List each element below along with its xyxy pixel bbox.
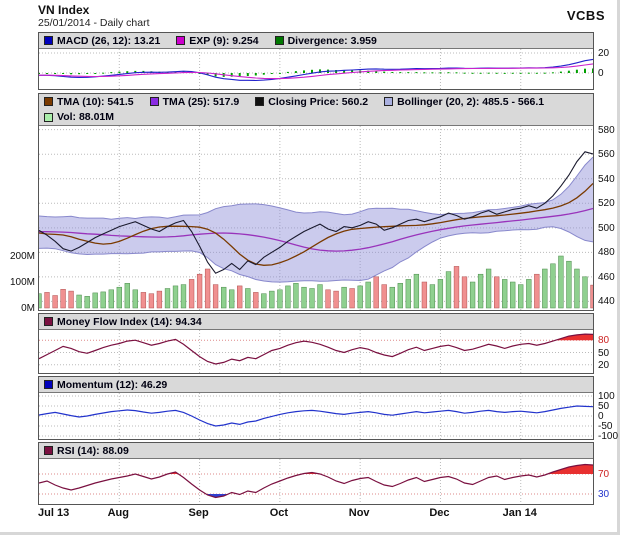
x-tick-label: Nov — [348, 507, 370, 519]
legend-label: TMA (10): 541.5 — [57, 95, 134, 108]
legend-swatch — [44, 380, 53, 389]
legend-label: Bollinger (20, 2): 485.5 - 566.1 — [397, 95, 545, 108]
mfi-plot — [39, 330, 593, 373]
legend-label: EXP (9): 9.254 — [189, 34, 259, 47]
macd-legend: MACD (26, 12): 13.21 EXP (9): 9.254 Diverg… — [39, 33, 593, 49]
legend-swatch — [44, 97, 53, 107]
volume-bars — [39, 255, 593, 309]
y-tick-label: 70 — [598, 469, 610, 480]
rsi-legend: RSI (14): 88.09 — [39, 443, 593, 459]
x-tick-label: Jul 13 — [38, 507, 70, 519]
legend-item: Divergence: 3.959 — [274, 34, 377, 47]
y-tick-label: 20 — [598, 48, 610, 59]
page-title: VN Index — [38, 3, 90, 17]
legend-item: TMA (25): 517.9 — [149, 95, 240, 108]
volume-tick-label: 200M — [9, 251, 35, 262]
mfi-overbought-fill — [171, 334, 593, 341]
legend-swatch — [44, 317, 53, 326]
legend-label: Closing Price: 560.2 — [268, 95, 369, 108]
bollinger-band — [39, 157, 593, 283]
y-tick-label: 440 — [598, 296, 615, 308]
legend-label: MACD (26, 12): 13.21 — [57, 34, 161, 47]
y-tick-label: -100 — [598, 431, 619, 442]
x-tick-label: Oct — [269, 507, 289, 519]
momentum-legend: Momentum (12): 46.29 — [39, 377, 593, 393]
macd-signal-line — [39, 63, 593, 80]
y-tick-label: 460 — [598, 271, 615, 283]
y-tick-label: 540 — [598, 173, 615, 185]
mfi-legend: Money Flow Index (14): 94.34 — [39, 314, 593, 330]
price-legend-row2: Vol: 88.01M — [44, 110, 588, 126]
x-tick-label: Aug — [107, 507, 129, 519]
legend-item: Closing Price: 560.2 — [255, 96, 368, 108]
legend-swatch — [274, 36, 284, 45]
y-tick-label: -50 — [598, 421, 613, 432]
legend-item: MACD (26, 12): 13.21 — [44, 35, 160, 47]
bollinger-lower-line — [39, 226, 593, 283]
x-tick-label: Sep — [188, 507, 209, 519]
macd-plot — [39, 49, 593, 89]
volume-tick-label: 100M — [9, 277, 35, 288]
y-tick-label: 580 — [598, 124, 615, 136]
legend-swatch — [44, 446, 53, 455]
y-tick-label: 500 — [598, 222, 615, 234]
legend-label: Money Flow Index (14): 94.34 — [57, 315, 202, 328]
brand-logo: VCBS — [566, 8, 605, 23]
momentum-panel: Momentum (12): 46.29 — [38, 376, 594, 440]
rsi-panel: RSI (14): 88.09 — [38, 442, 594, 505]
y-tick-label: 30 — [598, 489, 610, 500]
legend-label: TMA (25): 517.9 — [162, 95, 240, 108]
macd-line — [39, 58, 593, 82]
mfi-panel: Money Flow Index (14): 94.34 — [38, 313, 594, 374]
legend-item: RSI (14): 88.09 — [44, 445, 129, 457]
legend-label: RSI (14): 88.09 — [57, 444, 129, 457]
legend-item: Momentum (12): 46.29 — [44, 379, 167, 391]
legend-label: Divergence: 3.959 — [287, 34, 377, 47]
rsi-overbought-fill — [167, 464, 593, 474]
y-tick-label: 520 — [598, 198, 615, 210]
momentum-line — [39, 405, 593, 427]
macd-panel: MACD (26, 12): 13.21 EXP (9): 9.254 Diverg… — [38, 32, 594, 90]
y-tick-label: 0 — [598, 411, 604, 422]
legend-swatch — [44, 112, 53, 122]
y-tick-label: 50 — [598, 347, 610, 359]
legend-swatch — [149, 97, 159, 107]
legend-swatch — [255, 97, 265, 107]
legend-label: Momentum (12): 46.29 — [57, 378, 168, 391]
legend-swatch — [384, 97, 394, 107]
y-tick-label: 560 — [598, 149, 615, 161]
y-tick-label: 0 — [598, 68, 604, 79]
rsi-line — [39, 463, 593, 499]
momentum-plot — [39, 393, 593, 439]
price-legend-row1: TMA (10): 541.5 TMA (25): 517.9 Closing Pr… — [44, 94, 588, 110]
legend-swatch — [44, 36, 53, 45]
legend-item: Money Flow Index (14): 94.34 — [44, 316, 202, 328]
legend-label: Vol: 88.01M — [57, 111, 114, 124]
price-legend: TMA (10): 541.5 TMA (25): 517.9 Closing Pr… — [39, 94, 593, 126]
price-plot — [39, 126, 593, 310]
y-tick-label: 50 — [598, 401, 610, 412]
legend-item: Bollinger (20, 2): 485.5 - 566.1 — [384, 96, 544, 108]
y-tick-label: 100 — [598, 391, 615, 402]
bollinger-upper-line — [39, 156, 593, 220]
rsi-plot — [39, 459, 593, 504]
legend-item: TMA (10): 541.5 — [44, 96, 134, 108]
legend-item: Vol: 88.01M — [44, 111, 114, 123]
legend-swatch — [176, 36, 186, 45]
y-tick-label: 80 — [598, 335, 610, 347]
y-tick-label: 20 — [598, 359, 610, 371]
tma10-line — [39, 183, 593, 266]
mfi-line — [39, 333, 593, 365]
volume-tick-label: 0M — [21, 303, 35, 314]
x-tick-label: Jan 14 — [502, 507, 537, 519]
y-tick-label: 480 — [598, 247, 615, 259]
x-tick-label: Dec — [429, 507, 450, 519]
chart-subtitle: 25/01/2014 - Daily chart — [38, 17, 150, 29]
price-panel: TMA (10): 541.5 TMA (25): 517.9 Closing Pr… — [38, 93, 594, 311]
legend-item: EXP (9): 9.254 — [176, 34, 259, 47]
closing-price-line — [39, 151, 593, 274]
